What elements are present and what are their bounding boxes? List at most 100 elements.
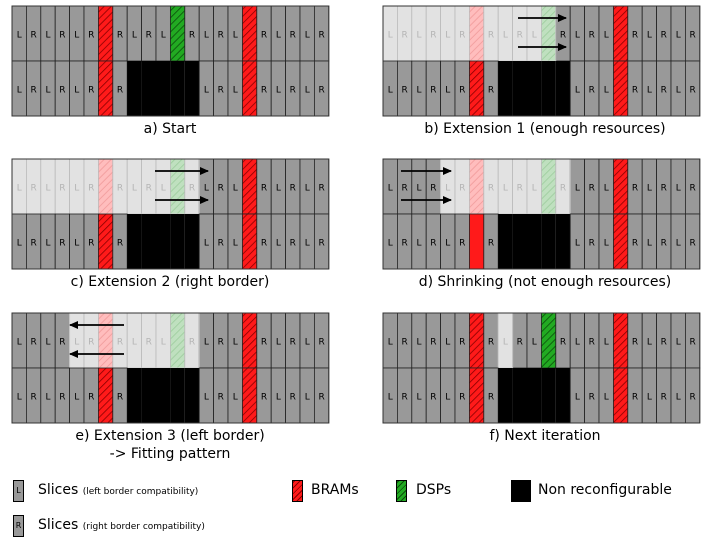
column-top <box>469 313 483 368</box>
slice-letter: R <box>117 393 123 403</box>
slice-letter: R <box>261 393 267 403</box>
slice-letter: L <box>17 393 22 403</box>
slice-letter: L <box>74 184 79 194</box>
slice-letter: R <box>632 184 638 194</box>
slice-letter: R <box>589 31 595 41</box>
slice-letter: R <box>290 86 296 96</box>
slice-letter: R <box>261 31 267 41</box>
slice-letter: R <box>59 338 65 348</box>
slice-letter: L <box>388 239 393 249</box>
slice-letter: L <box>532 31 537 41</box>
slice-letter: R <box>318 184 324 194</box>
panel-a-caption: a) Start <box>10 121 330 137</box>
column-bottom <box>98 214 112 269</box>
nonreconfigurable-block <box>142 61 156 116</box>
slice-letter: L <box>45 239 50 249</box>
slice-letter: L <box>233 31 238 41</box>
slice-letter: R <box>117 184 123 194</box>
slice-letter: R <box>59 86 65 96</box>
column-top <box>98 313 112 368</box>
slice-letter: L <box>445 86 450 96</box>
slice-letter: R <box>59 239 65 249</box>
nonreconfigurable-block <box>185 61 199 116</box>
slice-letter: L <box>676 31 681 41</box>
slice-letter: L <box>445 239 450 249</box>
slice-letter: R <box>689 86 695 96</box>
slice-letter: R <box>401 184 407 194</box>
slice-letter: L <box>204 86 209 96</box>
slice-letter: L <box>17 31 22 41</box>
slice-letter: R <box>661 86 667 96</box>
slice-letter: L <box>416 239 421 249</box>
slice-letter: R <box>430 86 436 96</box>
column-top <box>170 159 184 214</box>
slice-letter: L <box>45 31 50 41</box>
slice-letter: L <box>276 393 281 403</box>
slice-letter: L <box>305 239 310 249</box>
column-bottom <box>613 368 627 423</box>
slice-letter: R <box>59 31 65 41</box>
slice-letter: L <box>132 338 137 348</box>
slice-letter: R <box>560 338 566 348</box>
slice-letter: R <box>661 393 667 403</box>
slice-letter: L <box>233 338 238 348</box>
slice-letter: L <box>204 31 209 41</box>
slice-letter: R <box>290 239 296 249</box>
column-bottom <box>469 214 483 269</box>
slice-letter: L <box>388 86 393 96</box>
slice-letter: L <box>575 86 580 96</box>
column-top <box>613 159 627 214</box>
slice-letter: R <box>290 184 296 194</box>
slice-letter: L <box>445 184 450 194</box>
slice-letter: L <box>233 86 238 96</box>
slice-letter: R <box>589 393 595 403</box>
column-top <box>242 159 256 214</box>
slice-letter: L <box>276 31 281 41</box>
slice-letter: L <box>647 184 652 194</box>
slice-letter: R <box>88 86 94 96</box>
slice-letter: L <box>204 239 209 249</box>
slice-letter: L <box>503 338 508 348</box>
slice-letter: L <box>74 338 79 348</box>
panel-d: L R L R L R R L R L R L R L R L R L RL R L R L R R L R L R L R L R <box>383 159 700 269</box>
nonreconfigurable-block <box>156 61 170 116</box>
slice-letter: R <box>318 31 324 41</box>
panel-f-caption: f) Next iteration <box>380 428 710 444</box>
slice-letter: L <box>503 184 508 194</box>
slice-letter: L <box>45 184 50 194</box>
slice-letter: R <box>459 86 465 96</box>
column-bottom <box>242 61 256 116</box>
slice-letter: R <box>30 86 36 96</box>
slice-letter: R <box>488 31 494 41</box>
slice-letter: R <box>318 239 324 249</box>
column-bottom <box>98 368 112 423</box>
nonreconfigurable-block <box>513 214 527 269</box>
nonreconfigurable-block <box>142 368 156 423</box>
slice-letter: R <box>261 184 267 194</box>
slice-letter: L <box>445 31 450 41</box>
slice-letter: L <box>388 393 393 403</box>
column-top <box>613 6 627 61</box>
slice-letter: R <box>318 338 324 348</box>
slice-letter: L <box>305 338 310 348</box>
slice-letter: R <box>488 338 494 348</box>
slice-letter: L <box>276 338 281 348</box>
slice-letter: L <box>647 393 652 403</box>
slice-letter: R <box>517 184 523 194</box>
slice-letter: R <box>401 31 407 41</box>
slice-letter: L <box>604 31 609 41</box>
nonreconfigurable-block <box>527 368 541 423</box>
panel-e-caption-line2: -> Fitting pattern <box>10 446 330 462</box>
slice-letter: L <box>575 184 580 194</box>
slice-letter: R <box>218 86 224 96</box>
nonreconfigurable-block <box>556 61 570 116</box>
slice-letter: R <box>560 184 566 194</box>
nonreconfigurable-block <box>556 214 570 269</box>
slice-letter: R <box>517 338 523 348</box>
slice-letter: R <box>218 239 224 249</box>
slice-letter: R <box>59 393 65 403</box>
panel-a: L R L R L R R L R L R L R L R L R L RL R L R L R R L R L R L R L R <box>12 6 329 116</box>
slice-letter: R <box>117 338 123 348</box>
slice-letter: R <box>261 338 267 348</box>
slice-letter: L <box>233 184 238 194</box>
